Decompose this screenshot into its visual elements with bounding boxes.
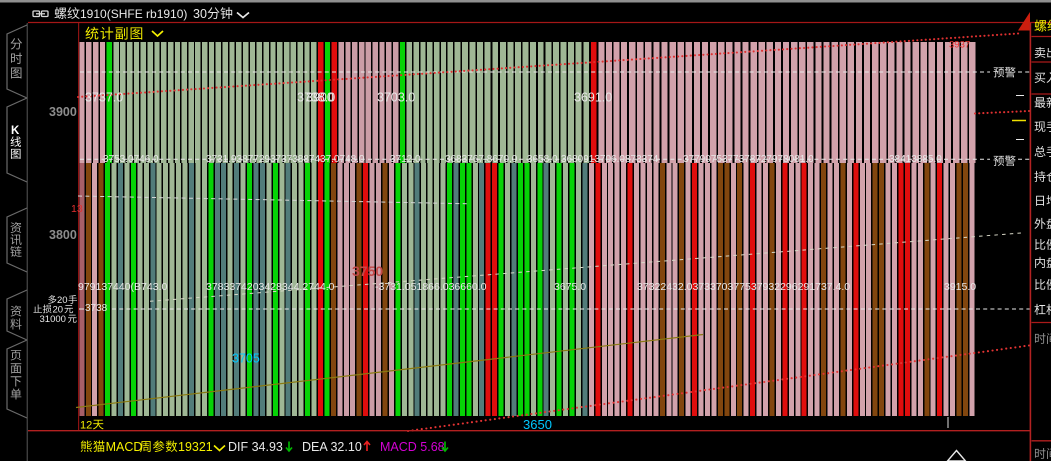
svg-text:3675.0: 3675.0 xyxy=(554,281,586,293)
svg-text:3703.0: 3703.0 xyxy=(377,91,415,105)
svg-text:3705: 3705 xyxy=(232,352,260,366)
svg-text:30: 30 xyxy=(193,7,207,21)
svg-text:3753.0746.0: 3753.0746.0 xyxy=(103,154,159,165)
svg-text:20: 20 xyxy=(57,295,68,306)
svg-text:37322432.037337037753793229629: 37322432.0373370377537932296291737.4.0 xyxy=(637,281,850,293)
svg-text:3738: 3738 xyxy=(85,303,108,314)
svg-text:3691.0: 3691.0 xyxy=(574,91,612,105)
svg-text:3783374203428344.2744.0: 3783374203428344.2744.0 xyxy=(206,281,335,293)
svg-text:MACD: MACD xyxy=(106,440,143,454)
svg-text:3779075377378727978081.0: 3779075377378727978081.0 xyxy=(683,154,814,165)
svg-text:3712.0: 3712.0 xyxy=(390,154,421,165)
svg-text:3800: 3800 xyxy=(49,228,77,242)
svg-text:DIF 34.93: DIF 34.93 xyxy=(228,440,283,454)
svg-text:1910(SHFE rb1910): 1910(SHFE rb1910) xyxy=(80,7,187,21)
svg-text:K: K xyxy=(11,125,20,137)
svg-text:13: 13 xyxy=(71,203,83,215)
svg-text:31000: 31000 xyxy=(40,314,66,325)
svg-text:3750: 3750 xyxy=(352,263,383,279)
svg-text:3658.0: 3658.0 xyxy=(527,154,558,165)
svg-text:3650: 3650 xyxy=(523,417,552,432)
svg-text:3683767.8670.0: 3683767.8670.0 xyxy=(445,154,518,165)
svg-text:-3731.051866.036660.0: -3731.051866.036660.0 xyxy=(375,281,487,293)
svg-text:12: 12 xyxy=(80,420,92,432)
svg-text:3738.0: 3738.0 xyxy=(297,91,335,105)
svg-text:979137440(B743.0: 979137440(B743.0 xyxy=(78,281,167,293)
svg-text:3900: 3900 xyxy=(49,105,77,119)
svg-text:3915.0: 3915.0 xyxy=(944,281,976,293)
svg-text:3900: 3900 xyxy=(306,91,334,105)
svg-text:19321: 19321 xyxy=(178,440,213,454)
svg-text:3937: 3937 xyxy=(949,40,970,51)
svg-text:38413885.0: 38413885.0 xyxy=(889,154,942,165)
svg-text:3731.938772937373887437.0748.0: 3731.938772937373887437.0748.0 xyxy=(206,154,365,165)
svg-text:3737.0: 3737.0 xyxy=(85,91,123,105)
svg-text:3680913706.0873374: 3680913706.0873374 xyxy=(561,154,659,165)
svg-text:MACD 5.68: MACD 5.68 xyxy=(380,440,445,454)
svg-text:20: 20 xyxy=(53,305,64,316)
svg-text:DEA 32.10: DEA 32.10 xyxy=(302,440,362,454)
